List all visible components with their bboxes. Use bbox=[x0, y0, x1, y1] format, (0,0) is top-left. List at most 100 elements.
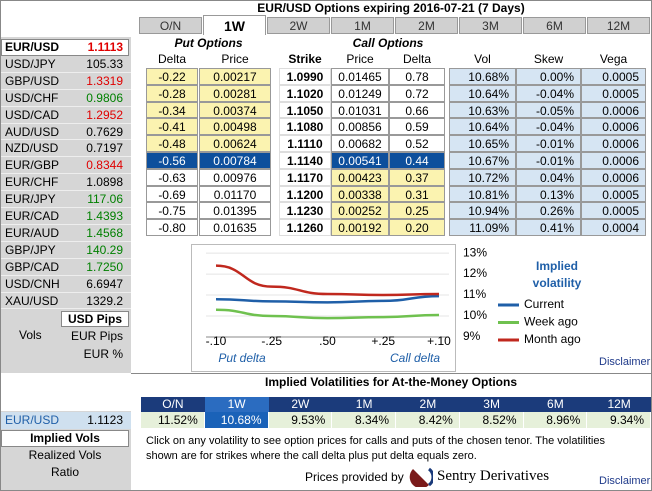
table-cell[interactable]: 10.94% bbox=[449, 202, 516, 220]
table-cell: 0.59 bbox=[389, 118, 445, 136]
table-cell[interactable]: 11.09% bbox=[449, 219, 516, 236]
table-cell[interactable]: -0.01% bbox=[516, 152, 581, 169]
table-cell[interactable]: 0.0006 bbox=[581, 101, 646, 119]
table-cell[interactable]: 0.00% bbox=[516, 68, 581, 85]
table-cell: 0.01395 bbox=[199, 202, 271, 220]
table-cell: 1.1200 bbox=[279, 185, 331, 203]
atm-vol[interactable]: 9.34% bbox=[587, 412, 651, 428]
tab[interactable]: O/N bbox=[139, 17, 202, 34]
atm-tenor: 1W bbox=[204, 397, 269, 412]
tab[interactable]: 2W bbox=[267, 17, 330, 34]
atm-vol[interactable]: 10.68% bbox=[204, 412, 269, 428]
table-cell: -0.28 bbox=[146, 84, 198, 102]
table-cell[interactable]: 0.0005 bbox=[581, 185, 646, 203]
disclaimer[interactable]: Disclaimer bbox=[599, 475, 651, 487]
series-line bbox=[215, 264, 440, 297]
table-cell: -0.63 bbox=[146, 168, 198, 186]
column-header: Price bbox=[221, 52, 249, 66]
table-cell: 0.00338 bbox=[331, 185, 389, 203]
table-cell: 0.31 bbox=[389, 185, 445, 203]
tab[interactable]: 3M bbox=[459, 17, 522, 34]
tab[interactable]: 2M bbox=[395, 17, 458, 34]
table-cell: -0.34 bbox=[146, 101, 198, 119]
table-cell[interactable]: 10.64% bbox=[449, 118, 516, 136]
quote-value: 105.33 bbox=[86, 56, 123, 71]
table-cell: 1.1230 bbox=[279, 202, 331, 220]
table-cell: 0.01170 bbox=[199, 185, 271, 203]
table-cell[interactable]: -0.05% bbox=[516, 101, 581, 119]
tab[interactable]: 1W bbox=[203, 15, 266, 35]
column-header: Vol bbox=[474, 52, 491, 66]
tab[interactable]: 6M bbox=[523, 17, 586, 34]
spot-pair: EUR/USD bbox=[5, 413, 60, 427]
table-cell: 0.00624 bbox=[199, 135, 271, 152]
table-cell[interactable]: 0.13% bbox=[516, 185, 581, 203]
atm-vol[interactable]: 9.53% bbox=[268, 412, 333, 428]
table-cell: 1.0990 bbox=[279, 68, 331, 85]
quote-value: 117.06 bbox=[87, 192, 123, 207]
table-cell: 0.66 bbox=[389, 101, 445, 119]
quote-row bbox=[1, 88, 131, 90]
quote-pair: EUR/GBP bbox=[5, 158, 60, 173]
table-cell[interactable]: 0.0005 bbox=[581, 84, 646, 102]
tab[interactable]: 12M bbox=[587, 17, 650, 34]
column-header: Vega bbox=[599, 52, 628, 66]
table-cell[interactable]: 10.81% bbox=[449, 185, 516, 203]
table-cell[interactable]: 0.0006 bbox=[581, 118, 646, 136]
spot-value: 1.1123 bbox=[87, 413, 123, 427]
quote-value: 1.0898 bbox=[86, 175, 123, 190]
note: Click on any volatility to see option pr… bbox=[146, 435, 605, 462]
pips-eur: EUR Pips bbox=[70, 329, 123, 343]
table-cell[interactable]: 10.67% bbox=[449, 152, 516, 169]
x-label-left: Put delta bbox=[218, 351, 266, 365]
table-cell[interactable]: -0.04% bbox=[516, 84, 581, 102]
atm-vol[interactable]: 8.42% bbox=[396, 412, 460, 428]
table-cell[interactable]: 0.0004 bbox=[581, 219, 646, 236]
atm-vol[interactable]: 11.52% bbox=[141, 412, 205, 428]
table-cell[interactable]: 0.0005 bbox=[581, 202, 646, 220]
table-cell: 1.1080 bbox=[279, 118, 331, 136]
table-cell[interactable]: 10.64% bbox=[449, 84, 516, 102]
table-cell[interactable]: 10.72% bbox=[449, 168, 516, 186]
table-cell[interactable]: 0.04% bbox=[516, 168, 581, 186]
vol-label: Implied Vols bbox=[30, 431, 100, 445]
table-cell: 0.01635 bbox=[199, 219, 271, 236]
table-cell: 0.78 bbox=[389, 68, 445, 85]
table-cell: 0.25 bbox=[389, 202, 445, 220]
spot-row bbox=[1, 412, 131, 429]
tab[interactable]: 1M bbox=[331, 17, 394, 34]
x-tick-label: -.25 bbox=[261, 334, 282, 348]
atm-vol[interactable]: 8.96% bbox=[523, 412, 588, 428]
table-cell[interactable]: 0.41% bbox=[516, 219, 581, 236]
quote-value: 1.2952 bbox=[86, 107, 123, 122]
y-tick-label: 9% bbox=[463, 329, 481, 343]
table-cell[interactable]: 0.26% bbox=[516, 202, 581, 220]
series-line bbox=[215, 294, 440, 304]
quote-row bbox=[1, 308, 131, 310]
call-label: Call Options bbox=[352, 36, 424, 50]
atm-vol[interactable]: 8.52% bbox=[459, 412, 524, 428]
table-cell: 0.00252 bbox=[331, 202, 389, 220]
table-cell[interactable]: -0.01% bbox=[516, 135, 581, 152]
quote-pair: EUR/USD bbox=[5, 40, 60, 54]
table-cell[interactable]: 0.0006 bbox=[581, 135, 646, 152]
table-cell[interactable]: 10.63% bbox=[449, 101, 516, 119]
table-cell[interactable]: 10.65% bbox=[449, 135, 516, 152]
table-cell: 0.52 bbox=[389, 135, 445, 152]
table-cell[interactable]: 10.68% bbox=[449, 68, 516, 85]
table-cell[interactable]: 0.0005 bbox=[581, 68, 646, 85]
table-cell: 1.1260 bbox=[279, 219, 331, 236]
table-cell: -0.56 bbox=[146, 152, 198, 169]
x-label-right: Call delta bbox=[390, 351, 440, 365]
table-cell[interactable]: 0.0006 bbox=[581, 152, 646, 169]
quote-row bbox=[1, 39, 129, 56]
table-cell: -0.41 bbox=[146, 118, 198, 136]
legend-label: Current bbox=[524, 297, 565, 311]
table-cell[interactable]: 0.0006 bbox=[581, 168, 646, 186]
atm-vol[interactable]: 8.34% bbox=[332, 412, 396, 428]
table-cell: -0.48 bbox=[146, 135, 198, 152]
disclaimer[interactable]: Disclaimer bbox=[599, 356, 651, 368]
table-cell[interactable]: -0.04% bbox=[516, 118, 581, 136]
table-cell: 0.00498 bbox=[199, 118, 271, 136]
